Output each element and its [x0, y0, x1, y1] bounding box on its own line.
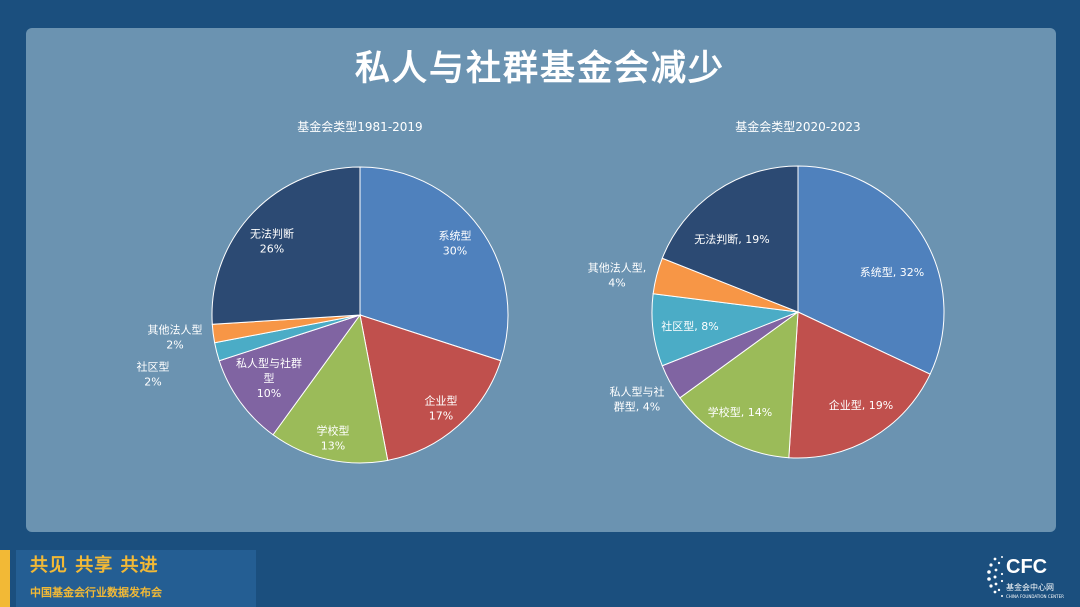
slice-data-label: 13%: [321, 440, 345, 453]
slice-data-label: 其他法人型,: [588, 261, 647, 275]
slice-data-label: 2%: [144, 376, 161, 389]
slice-data-label: 26%: [260, 243, 284, 256]
chart-title: 基金会类型2020-2023: [735, 119, 860, 134]
pie-slice: [788, 311, 931, 459]
slice-data-label: 系统型: [439, 229, 472, 243]
slice-data-label: 无法判断: [250, 227, 294, 241]
chart-title: 基金会类型1981-2019: [297, 119, 422, 134]
page-title: 私人与社群基金会减少: [354, 49, 725, 89]
slice-data-label: 型: [264, 371, 275, 385]
logo-subtitle: 基金会中心网: [1006, 583, 1054, 592]
pie-slice: [359, 166, 509, 362]
pie-slice: [797, 165, 945, 375]
logo-tagline: CHINA FOUNDATION CENTER: [1006, 594, 1064, 599]
footer-slogan: 共见 共享 共进: [30, 555, 159, 576]
pie-slice: [218, 314, 362, 436]
logo-text: CFC: [1006, 556, 1048, 578]
slice-data-label: 企业型: [425, 394, 458, 408]
slice-data-label: 系统型, 32%: [860, 265, 924, 279]
slice-data-label: 10%: [257, 387, 281, 400]
slice-data-label: 4%: [608, 277, 625, 290]
footer-box: [16, 550, 256, 607]
slice-data-label: 企业型, 19%: [829, 398, 893, 412]
pie-slice: [211, 166, 361, 325]
slice-data-label: 2%: [166, 339, 183, 352]
pie-slice: [679, 310, 799, 459]
slice-data-label: 学校型, 14%: [708, 405, 772, 419]
footer-subtitle: 中国基金会行业数据发布会: [30, 586, 162, 599]
slice-data-label: 私人型与社: [610, 385, 665, 399]
dot-globe-icon: [987, 556, 1004, 597]
pie-slice: [272, 313, 389, 464]
footer-accent-bar: [0, 550, 10, 607]
slice-data-label: 私人型与社群: [236, 356, 302, 370]
slice-data-label: 其他法人型: [148, 323, 203, 337]
slice-data-label: 群型, 4%: [614, 400, 660, 414]
slice-data-label: 30%: [443, 245, 467, 258]
footer: 共见 共享 共进 中国基金会行业数据发布会: [0, 532, 1080, 607]
pie-slice: [359, 314, 502, 461]
slice-data-label: 社区型: [137, 360, 170, 374]
slice-data-label: 社区型, 8%: [661, 319, 718, 333]
slice-data-label: 无法判断, 19%: [694, 232, 769, 246]
slice-data-label: 学校型: [317, 424, 350, 438]
slice-data-label: 17%: [429, 410, 453, 423]
pie-slice: [661, 165, 799, 313]
